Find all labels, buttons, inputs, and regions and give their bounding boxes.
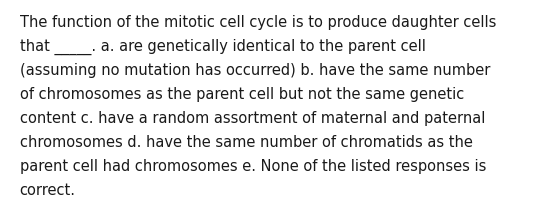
Text: that _____. a. are genetically identical to the parent cell: that _____. a. are genetically identical… [20, 39, 425, 55]
Text: correct.: correct. [20, 183, 75, 198]
Text: parent cell had chromosomes e. None of the listed responses is: parent cell had chromosomes e. None of t… [20, 159, 486, 174]
Text: The function of the mitotic cell cycle is to produce daughter cells: The function of the mitotic cell cycle i… [20, 15, 496, 30]
Text: chromosomes d. have the same number of chromatids as the: chromosomes d. have the same number of c… [20, 135, 473, 150]
Text: of chromosomes as the parent cell but not the same genetic: of chromosomes as the parent cell but no… [20, 87, 464, 102]
Text: content c. have a random assortment of maternal and paternal: content c. have a random assortment of m… [20, 111, 485, 126]
Text: (assuming no mutation has occurred) b. have the same number: (assuming no mutation has occurred) b. h… [20, 63, 490, 78]
